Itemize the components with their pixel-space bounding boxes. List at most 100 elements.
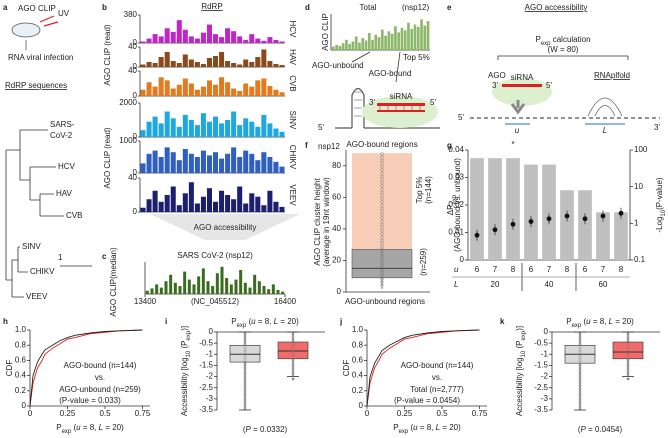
point-symbol xyxy=(380,197,384,201)
coverage-bar xyxy=(213,116,219,137)
coverage-bar xyxy=(213,84,219,96)
y-label-part: Accessibility [log xyxy=(515,357,524,416)
title-part: = 20) xyxy=(613,317,634,326)
coverage-bar xyxy=(279,206,285,212)
point-symbol xyxy=(291,366,295,370)
u-tick-label: 7 xyxy=(601,265,606,274)
coverage-bar xyxy=(335,44,338,50)
y2-tick-label: 0.1 xyxy=(634,255,646,264)
point-symbol xyxy=(380,254,384,258)
coverage-bar xyxy=(243,83,249,96)
point-symbol xyxy=(291,353,295,357)
point-symbol xyxy=(626,353,630,357)
coverage-bar xyxy=(146,82,152,96)
point-symbol xyxy=(243,356,247,359)
point-symbol xyxy=(291,356,295,359)
coverage-bar xyxy=(279,41,285,43)
y-label-part: (median) xyxy=(109,247,118,279)
point-symbol xyxy=(626,356,630,359)
box xyxy=(351,249,413,279)
end-label: 5' xyxy=(546,81,552,90)
panel-letter: b xyxy=(102,3,107,12)
point-symbol xyxy=(243,400,247,403)
coverage-bar xyxy=(249,34,255,43)
coverage-bar xyxy=(176,20,182,43)
track-name: HCV xyxy=(288,21,297,39)
top-label: Top 5% xyxy=(403,53,430,62)
y-label: CDF xyxy=(342,360,351,377)
point-symbol xyxy=(380,283,384,287)
y-tick-label: 0.04 xyxy=(448,145,464,154)
coverage-bar xyxy=(267,289,271,294)
coverage-bar xyxy=(267,37,273,43)
y-tick-label: -2 xyxy=(541,372,549,381)
y-tick-label: 0 xyxy=(337,287,342,296)
coverage-bar xyxy=(206,58,212,67)
coverage-bar xyxy=(273,89,279,96)
coverage-bar xyxy=(158,36,164,43)
track-name: VEEV xyxy=(288,184,297,206)
end-label: 3' xyxy=(492,81,498,90)
point-symbol xyxy=(626,363,630,367)
y-tick-label: 0.02 xyxy=(448,200,464,209)
coverage-bar xyxy=(267,123,273,137)
y-tick-label: -3.5 xyxy=(534,405,548,414)
coverage-bar xyxy=(225,61,231,67)
panel-letter: c xyxy=(102,252,107,261)
panel-letter: f xyxy=(305,141,308,150)
x-label-part: u xyxy=(76,423,81,432)
leaf-label: VEEV xyxy=(26,292,48,301)
y-tick-label: 40 xyxy=(332,224,341,233)
panel-letter: g xyxy=(447,141,452,150)
coverage-bar xyxy=(231,63,237,67)
point-symbol xyxy=(578,389,582,393)
coverage-bar xyxy=(188,83,194,96)
tree xyxy=(5,129,92,298)
title-part: ( xyxy=(581,317,586,326)
coverage-bar xyxy=(188,59,194,67)
coverage-bar xyxy=(219,123,225,137)
panel-letter: e xyxy=(447,3,452,12)
coverage-bar xyxy=(206,188,212,212)
dot xyxy=(510,221,516,227)
point-symbol xyxy=(380,174,384,178)
point-symbol xyxy=(243,371,247,375)
coverage-bar xyxy=(146,62,152,67)
point-symbol xyxy=(291,361,295,364)
coverage-bar xyxy=(215,273,219,294)
coverage-bar xyxy=(176,84,182,96)
coverage-bar xyxy=(200,150,206,173)
point-symbol xyxy=(578,350,582,354)
y-tick-label: -0.5 xyxy=(534,338,548,347)
coverage-bar xyxy=(249,121,255,137)
point-symbol xyxy=(578,332,582,336)
u-tick-label: 7 xyxy=(493,265,498,274)
point-symbol xyxy=(380,258,384,262)
coverage-bar xyxy=(351,41,355,50)
uv-label: UV xyxy=(58,9,70,18)
point-symbol xyxy=(578,371,582,375)
sirna-bar xyxy=(377,103,425,106)
point-symbol xyxy=(291,358,295,362)
coverage-bar xyxy=(255,196,261,212)
coverage-bar xyxy=(361,38,365,50)
coverage-bar xyxy=(423,25,427,50)
hairpin-pairs xyxy=(354,91,362,117)
x-label-part: u xyxy=(413,423,418,432)
point-symbol xyxy=(578,397,582,401)
dish-icon xyxy=(11,22,41,38)
y-tick-label: 20 xyxy=(332,256,341,265)
point-symbol xyxy=(243,376,247,380)
point-symbol xyxy=(243,345,247,349)
coverage-bar xyxy=(243,150,249,173)
top-label: Top 5% xyxy=(415,177,424,204)
point-symbol xyxy=(243,335,247,338)
title: Total xyxy=(360,3,377,12)
y2-label: -Log10(P-value) xyxy=(655,177,666,232)
coverage-bar xyxy=(188,153,194,173)
point-symbol xyxy=(291,350,295,354)
point-symbol xyxy=(578,382,582,385)
y-tick-label: 0.4 xyxy=(352,371,364,380)
y-label: AGO CLIP xyxy=(321,13,330,51)
coverage-bar xyxy=(400,27,404,50)
